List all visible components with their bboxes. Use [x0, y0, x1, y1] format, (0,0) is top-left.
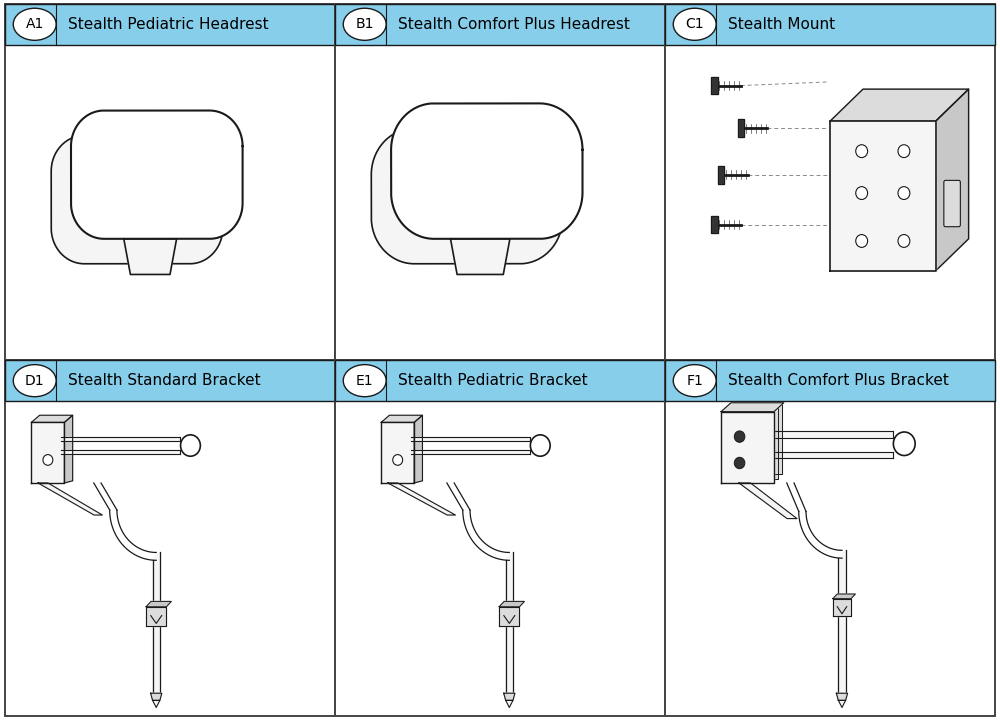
- Circle shape: [734, 431, 745, 442]
- Circle shape: [856, 186, 868, 199]
- Polygon shape: [51, 135, 223, 264]
- Text: E1: E1: [356, 374, 374, 387]
- Polygon shape: [506, 701, 513, 708]
- Bar: [335, 360, 665, 401]
- Polygon shape: [836, 693, 848, 701]
- Polygon shape: [151, 693, 162, 701]
- Polygon shape: [838, 701, 846, 708]
- Text: B1: B1: [355, 17, 374, 31]
- Circle shape: [893, 432, 915, 456]
- Polygon shape: [61, 450, 180, 454]
- Polygon shape: [771, 452, 893, 458]
- Polygon shape: [38, 483, 102, 515]
- Ellipse shape: [13, 364, 56, 397]
- Circle shape: [393, 454, 403, 465]
- Text: C1: C1: [685, 17, 704, 31]
- Circle shape: [734, 457, 745, 469]
- Bar: [5, 4, 335, 45]
- Bar: [665, 360, 995, 401]
- Polygon shape: [146, 607, 166, 626]
- Polygon shape: [833, 594, 855, 598]
- Polygon shape: [391, 104, 582, 239]
- Polygon shape: [371, 128, 563, 264]
- Polygon shape: [31, 423, 64, 483]
- Polygon shape: [381, 423, 414, 483]
- Polygon shape: [936, 89, 969, 271]
- Circle shape: [43, 454, 53, 465]
- Circle shape: [856, 235, 868, 248]
- Polygon shape: [506, 552, 513, 693]
- Ellipse shape: [343, 364, 386, 397]
- Polygon shape: [725, 408, 778, 479]
- Polygon shape: [721, 412, 774, 483]
- Polygon shape: [381, 415, 422, 423]
- Polygon shape: [838, 550, 846, 693]
- Bar: [5, 360, 335, 401]
- Text: A1: A1: [26, 17, 44, 31]
- Polygon shape: [711, 216, 718, 233]
- Bar: [335, 4, 665, 45]
- Polygon shape: [153, 701, 160, 708]
- Text: Stealth Comfort Plus Headrest: Stealth Comfort Plus Headrest: [398, 17, 630, 32]
- Polygon shape: [411, 450, 530, 454]
- Polygon shape: [153, 552, 160, 693]
- Text: F1: F1: [686, 374, 703, 387]
- Polygon shape: [411, 436, 530, 441]
- Ellipse shape: [13, 8, 56, 40]
- Ellipse shape: [673, 364, 716, 397]
- Circle shape: [898, 186, 910, 199]
- Polygon shape: [718, 166, 724, 184]
- Text: D1: D1: [25, 374, 45, 387]
- Circle shape: [898, 145, 910, 158]
- Ellipse shape: [673, 8, 716, 40]
- Text: Stealth Standard Bracket: Stealth Standard Bracket: [68, 373, 260, 388]
- Circle shape: [898, 235, 910, 248]
- Polygon shape: [721, 402, 784, 412]
- Polygon shape: [739, 483, 797, 518]
- Circle shape: [856, 145, 868, 158]
- Polygon shape: [729, 403, 782, 474]
- Polygon shape: [830, 89, 969, 121]
- Polygon shape: [61, 436, 180, 441]
- Polygon shape: [146, 601, 171, 607]
- Polygon shape: [124, 239, 177, 274]
- Polygon shape: [833, 598, 851, 616]
- Circle shape: [181, 435, 200, 456]
- Bar: [665, 4, 995, 45]
- Polygon shape: [450, 239, 510, 274]
- Polygon shape: [71, 110, 243, 239]
- Ellipse shape: [343, 8, 386, 40]
- Polygon shape: [499, 601, 524, 607]
- Polygon shape: [771, 431, 893, 438]
- Text: Stealth Mount: Stealth Mount: [728, 17, 835, 32]
- Polygon shape: [711, 76, 718, 94]
- FancyBboxPatch shape: [944, 181, 960, 227]
- Text: Stealth Pediatric Headrest: Stealth Pediatric Headrest: [68, 17, 268, 32]
- Polygon shape: [388, 483, 455, 515]
- Text: Stealth Comfort Plus Bracket: Stealth Comfort Plus Bracket: [728, 373, 949, 388]
- Polygon shape: [504, 693, 515, 701]
- Polygon shape: [738, 120, 744, 138]
- Text: Stealth Pediatric Bracket: Stealth Pediatric Bracket: [398, 373, 587, 388]
- Polygon shape: [31, 415, 73, 423]
- Polygon shape: [414, 415, 422, 483]
- Polygon shape: [830, 121, 936, 271]
- Polygon shape: [499, 607, 519, 626]
- Circle shape: [530, 435, 550, 456]
- Polygon shape: [64, 415, 73, 483]
